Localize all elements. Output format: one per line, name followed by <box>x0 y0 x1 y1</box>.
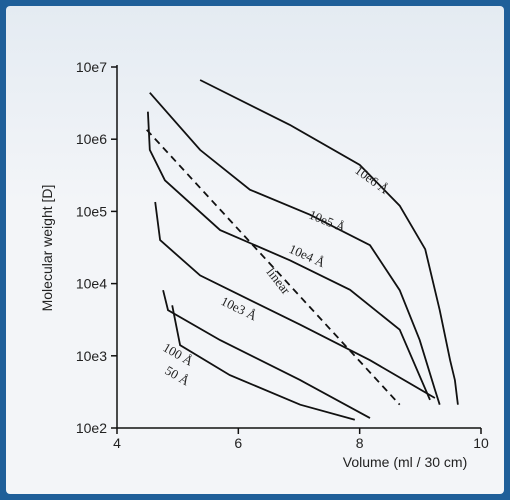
y-tick-label: 10e7 <box>76 59 107 75</box>
panel <box>6 6 504 494</box>
x-tick-label: 8 <box>356 435 364 451</box>
x-tick-label: 6 <box>234 435 242 451</box>
y-tick-label: 10e5 <box>76 203 107 219</box>
curve-label: 10e4 Å <box>287 241 328 270</box>
curve <box>147 111 431 401</box>
y-tick-label: 10e2 <box>76 420 107 436</box>
curve-label: 10e5 Å <box>307 207 348 235</box>
curve-label: 10e3 Å <box>219 293 260 323</box>
curve-label: linear <box>264 265 294 298</box>
curve <box>149 92 441 405</box>
curve <box>146 129 401 406</box>
curve <box>162 289 371 419</box>
y-tick-label: 10e4 <box>76 276 107 292</box>
curve <box>171 305 356 421</box>
y-axis-label: Molecular weight [D] <box>39 185 55 312</box>
y-tick-label: 10e3 <box>76 348 107 364</box>
curve-label: 100 Å <box>161 340 197 369</box>
curve <box>199 79 459 405</box>
x-tick-label: 10 <box>473 435 489 451</box>
y-tick-label: 10e6 <box>76 131 107 147</box>
x-tick-label: 4 <box>113 435 121 451</box>
curve-label: 10e6 Å <box>352 162 392 197</box>
x-axis-label: Volume (ml / 30 cm) <box>343 454 467 470</box>
curve <box>154 201 436 399</box>
